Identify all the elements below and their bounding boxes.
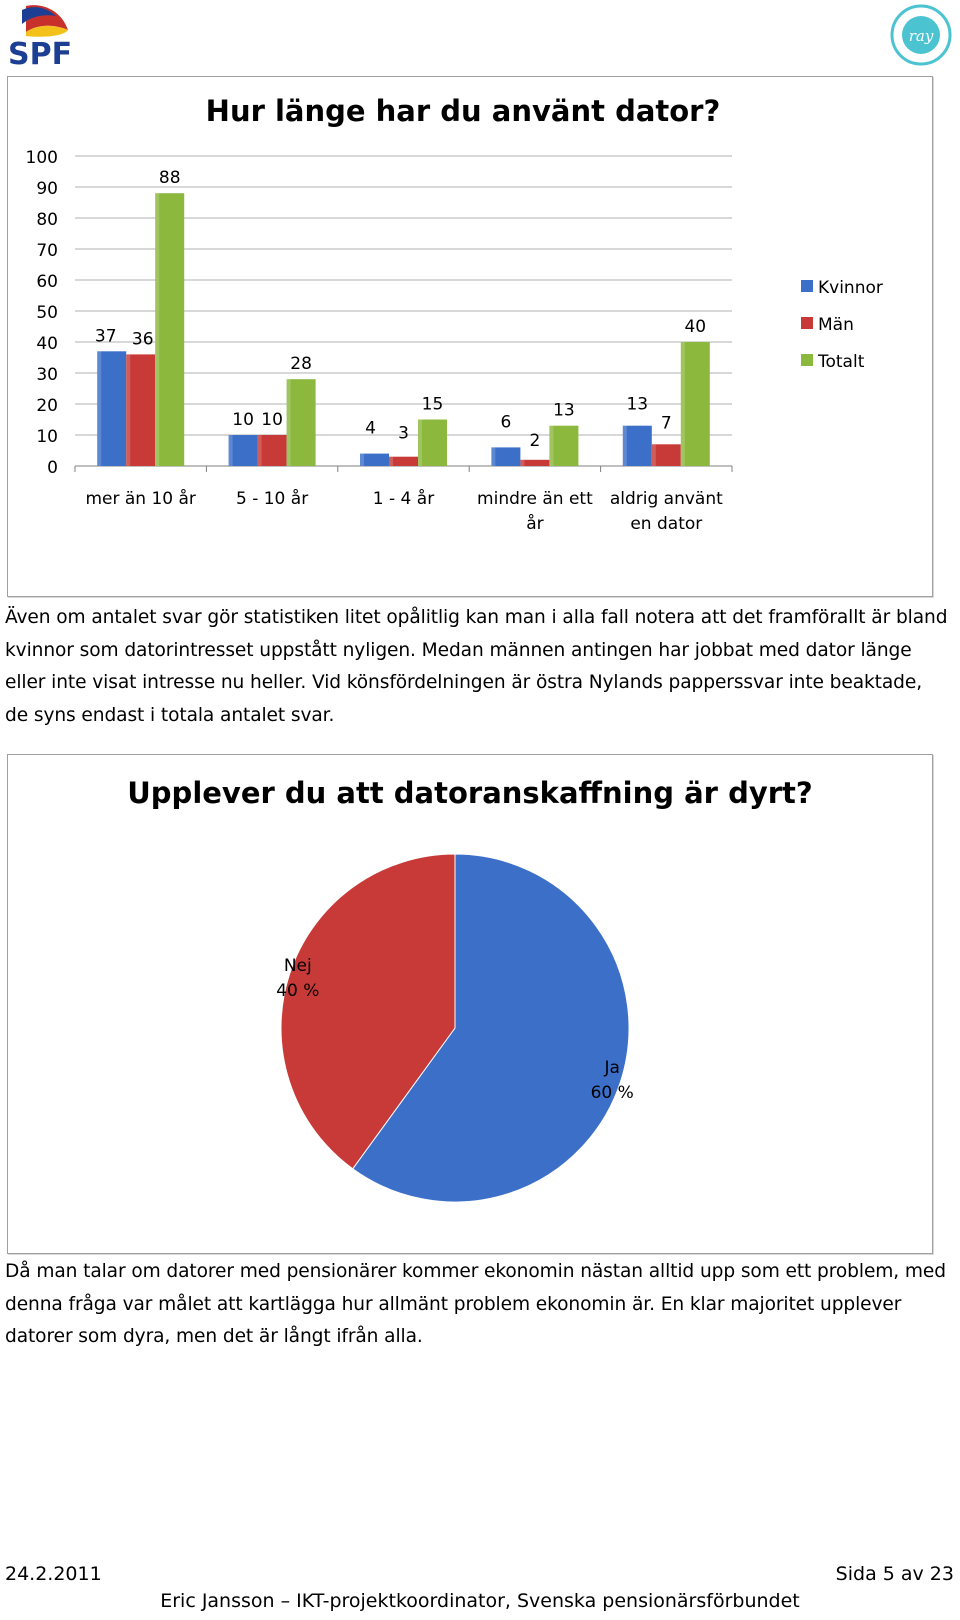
bar-män — [389, 456, 418, 466]
pie-slice-nej — [280, 853, 456, 1170]
y-tick-label: 100 — [26, 148, 58, 168]
ray-logo-text: ray — [909, 27, 934, 45]
bar-chart-y-ticks: 0 10 20 30 40 50 60 70 80 90 100 — [26, 148, 58, 478]
data-label-totalt: 28 — [290, 354, 312, 374]
bar-highlight — [651, 444, 656, 466]
bar-chart-legend: Kvinnor Män Totalt — [801, 278, 883, 372]
data-label-kvinnor: 4 — [365, 419, 376, 439]
bar-highlight — [155, 193, 160, 466]
bar-highlight — [228, 435, 233, 466]
ray-logo: ray — [890, 4, 952, 66]
pie-chart-frame: Upplever du att datoranskaffning är dyrt… — [7, 754, 933, 1254]
bar-chart-frame: 0 10 20 30 40 50 60 70 80 90 100 37 10 4 6 13 36 10 3 2 7 88… — [7, 76, 933, 597]
bar-highlight — [126, 354, 131, 466]
bar-kvinnor — [622, 425, 652, 466]
bar-highlight — [257, 435, 262, 466]
bar-kvinnor — [491, 447, 521, 466]
bar-kvinnor — [360, 453, 389, 466]
spf-logo: SPF — [4, 2, 78, 72]
bar-totalt — [155, 193, 185, 466]
pie-chart-slices — [280, 853, 630, 1203]
bar-highlight — [389, 456, 393, 466]
y-tick-label: 20 — [36, 396, 58, 416]
data-label-totalt: 40 — [684, 317, 706, 337]
data-label-totalt: 13 — [553, 401, 575, 421]
bar-män — [126, 354, 156, 466]
pie-chart-labels: Ja 60 % Nej 40 % — [276, 956, 634, 1103]
data-label-män: 10 — [261, 410, 283, 430]
y-tick-label: 60 — [36, 272, 58, 292]
legend-swatch-män — [801, 317, 813, 329]
footer-page-number: Sida 5 av 23 — [835, 1563, 954, 1585]
pie-label-ja: Ja 60 % — [591, 1058, 634, 1103]
footer-date: 24.2.2011 — [5, 1563, 102, 1585]
y-tick-label: 10 — [36, 427, 58, 447]
y-tick-label: 40 — [36, 334, 58, 354]
bar-chart-data-labels: 37 10 4 6 13 36 10 3 2 7 88 28 15 13 40 — [95, 168, 706, 451]
bar-highlight — [622, 425, 627, 466]
bar-highlight — [491, 447, 496, 466]
paragraph-cost-analysis: Då man talar om datorer med pensionärer … — [5, 1261, 946, 1347]
data-label-totalt: 88 — [159, 168, 181, 188]
data-label-kvinnor: 6 — [500, 412, 511, 432]
spf-logo-text: SPF — [8, 37, 72, 68]
bar-highlight — [680, 342, 685, 466]
bar-highlight — [97, 351, 102, 466]
y-tick-label: 0 — [47, 458, 58, 478]
bar-totalt — [549, 425, 579, 466]
bar-chart: 0 10 20 30 40 50 60 70 80 90 100 37 10 4 6 13 36 10 3 2 7 88… — [26, 94, 883, 534]
bar-totalt — [680, 342, 710, 466]
data-label-kvinnor: 37 — [95, 326, 117, 346]
bar-highlight — [520, 459, 525, 466]
data-label-män: 36 — [132, 329, 154, 349]
ray-seal-icon: ray — [890, 4, 952, 66]
legend-label-totalt: Totalt — [817, 352, 865, 372]
x-tick-label: 5 - 10 år — [236, 488, 308, 509]
legend-swatch-totalt — [801, 354, 813, 366]
legend-label-män: Män — [818, 315, 854, 335]
y-tick-label: 70 — [36, 241, 58, 261]
x-tick-label: 1 - 4 år — [373, 488, 434, 509]
bar-chart-x-ticks: mer än 10 år 5 - 10 år 1 - 4 år mindre än e… — [85, 488, 723, 534]
data-label-totalt: 15 — [422, 395, 444, 415]
pie-chart-title: Upplever du att datoranskaffning är dyrt… — [127, 776, 812, 810]
data-label-män: 7 — [661, 413, 672, 433]
bar-totalt — [286, 379, 316, 466]
y-tick-label: 30 — [36, 365, 58, 385]
data-label-kvinnor: 13 — [626, 395, 648, 415]
spf-sail-icon: SPF — [8, 5, 72, 72]
y-tick-label: 50 — [36, 303, 58, 323]
pie-slice-ja — [352, 853, 630, 1203]
bar-highlight — [418, 419, 422, 466]
x-tick-label: mindre än ett år — [477, 489, 593, 534]
bar-highlight — [549, 425, 554, 466]
legend-label-kvinnor: Kvinnor — [818, 278, 883, 298]
bar-män — [257, 435, 287, 466]
bar-män — [651, 444, 681, 466]
bar-chart-bars — [97, 193, 710, 466]
bar-highlight — [286, 379, 291, 466]
pie-chart: Upplever du att datoranskaffning är dyrt… — [127, 776, 813, 1203]
y-tick-label: 80 — [36, 210, 58, 230]
x-tick-label: aldrig använt en dator — [610, 489, 723, 534]
bar-män — [520, 459, 550, 466]
footer-author: Eric Jansson – IKT-projektkoordinator, S… — [160, 1590, 800, 1612]
bar-totalt — [418, 419, 447, 466]
legend-swatch-kvinnor — [801, 280, 813, 292]
bar-highlight — [360, 453, 364, 466]
paragraph-usage-analysis: Även om antalet svar gör statistiken lit… — [5, 607, 948, 726]
bar-kvinnor — [97, 351, 127, 466]
y-tick-label: 90 — [36, 179, 58, 199]
data-label-män: 3 — [398, 424, 409, 444]
x-tick-label: mer än 10 år — [85, 488, 195, 509]
bar-chart-title: Hur länge har du använt dator? — [206, 94, 721, 128]
bar-kvinnor — [228, 435, 258, 466]
data-label-män: 2 — [529, 431, 540, 451]
pie-label-nej: Nej 40 % — [276, 956, 319, 1001]
data-label-kvinnor: 10 — [232, 410, 254, 430]
